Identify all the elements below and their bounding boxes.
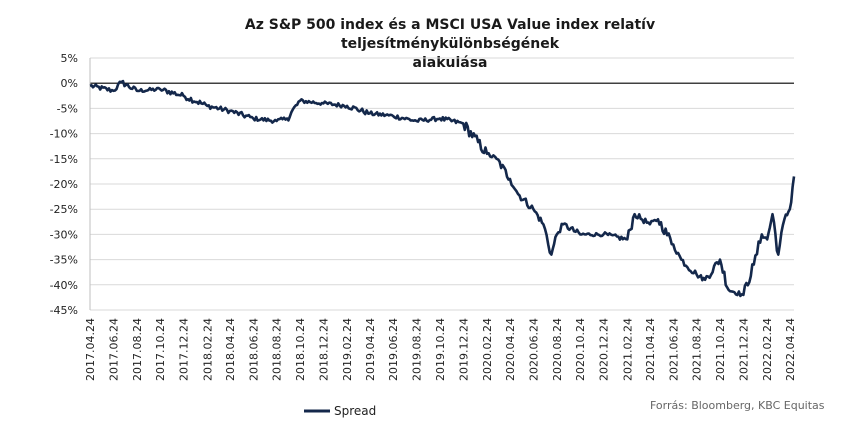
x-tick-label: 2018.06.24	[247, 318, 260, 381]
y-tick-label: 0%	[61, 77, 78, 90]
x-tick-label: 2018.08.24	[271, 318, 284, 381]
x-tick-label: 2018.02.24	[201, 318, 214, 381]
x-tick-label: 2022.04.24	[784, 318, 797, 381]
x-tick-label: 2021.10.24	[714, 318, 727, 381]
y-tick-label: -40%	[50, 279, 78, 292]
x-tick-label: 2020.12.24	[598, 318, 611, 381]
x-tick-label: 2017.06.24	[107, 318, 120, 381]
x-tick-label: 2018.04.24	[224, 318, 237, 381]
x-tick-label: 2019.06.24	[387, 318, 400, 381]
x-tick-label: 2020.08.24	[551, 318, 564, 381]
chart-title: Az S&P 500 index és a MSCI USA Value ind…	[150, 16, 750, 73]
x-tick-label: 2021.02.24	[621, 318, 634, 381]
x-tick-label: 2021.06.24	[667, 318, 680, 381]
series-line-spread	[89, 79, 796, 298]
y-tick-label: 5%	[61, 52, 78, 65]
x-tick-label: 2018.10.24	[294, 318, 307, 381]
x-tick-label: 2020.06.24	[527, 318, 540, 381]
x-tick-label: 2019.02.24	[341, 318, 354, 381]
source-note: Forrás: Bloomberg, KBC Equitas	[650, 399, 825, 412]
x-tick-label: 2019.08.24	[411, 318, 424, 381]
x-tick-label: 2019.04.24	[364, 318, 377, 381]
y-tick-label: -30%	[50, 228, 78, 241]
x-tick-label: 2020.04.24	[504, 318, 517, 381]
y-tick-label: -45%	[50, 304, 78, 317]
y-tick-label: -35%	[50, 254, 78, 267]
x-tick-label: 2017.12.24	[178, 318, 191, 381]
x-tick-label: 2021.08.24	[691, 318, 704, 381]
x-tick-label: 2019.12.24	[457, 318, 470, 381]
chart-title-line2: alakulása	[412, 55, 488, 71]
y-tick-label: -10%	[50, 128, 78, 141]
x-tick-label: 2017.04.24	[84, 318, 97, 381]
y-tick-label: -25%	[50, 203, 78, 216]
x-tick-label: 2018.12.24	[317, 318, 330, 381]
x-tick-label: 2017.08.24	[131, 318, 144, 381]
y-tick-label: -15%	[50, 153, 78, 166]
y-tick-label: -5%	[57, 102, 78, 115]
x-tick-label: 2022.02.24	[761, 318, 774, 381]
x-tick-label: 2019.10.24	[434, 318, 447, 381]
legend-label-spread: Spread	[334, 404, 376, 418]
x-tick-label: 2021.12.24	[737, 318, 750, 381]
chart-title-line1: Az S&P 500 index és a MSCI USA Value ind…	[244, 17, 656, 52]
y-tick-label: -20%	[50, 178, 78, 191]
x-tick-label: 2021.04.24	[644, 318, 657, 381]
x-tick-label: 2020.02.24	[481, 318, 494, 381]
x-tick-label: 2017.10.24	[154, 318, 167, 381]
x-tick-label: 2020.10.24	[574, 318, 587, 381]
